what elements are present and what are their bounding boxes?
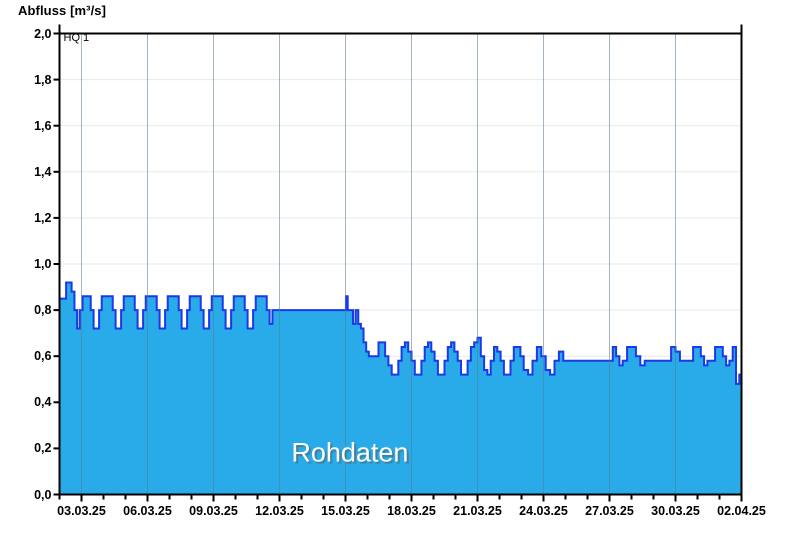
x-axis-tick-label: 15.03.25 <box>321 503 370 518</box>
y-axis-tick-label: 1,4 <box>34 164 52 179</box>
y-axis-tick-label: 0,4 <box>34 395 52 410</box>
x-axis-tick-label: 12.03.25 <box>255 503 304 518</box>
series-outline <box>59 281 743 385</box>
y-axis-tick-label: 0,2 <box>34 441 52 456</box>
x-axis-tick-label: 27.03.25 <box>585 503 634 518</box>
y-axis-tick-label: 0,0 <box>34 487 52 502</box>
x-axis-tick-label: 18.03.25 <box>387 503 436 518</box>
x-axis-tick-label: 24.03.25 <box>519 503 568 518</box>
chart-y-axis-title: Abfluss [m³/s] <box>18 3 107 18</box>
y-axis-tick-label: 1,0 <box>34 257 52 271</box>
y-axis-tick-label: 1,6 <box>34 118 52 133</box>
series-area-fill <box>59 282 742 495</box>
y-axis-tick-label: 0,8 <box>34 303 52 318</box>
x-axis-tick-label: 30.03.25 <box>651 503 700 518</box>
x-axis-tick-label: 03.03.25 <box>57 503 106 518</box>
x-axis-tick-label: 02.04.25 <box>717 503 766 518</box>
y-axis-tick-label: 1,2 <box>34 210 52 225</box>
x-axis-tick-label: 06.03.25 <box>123 503 172 518</box>
y-axis-tick-label: 2,0 <box>34 26 52 41</box>
x-axis-tick-label: 09.03.25 <box>189 503 238 518</box>
threshold-line-label: HQ 1 <box>63 31 90 44</box>
x-axis-tick-label: 21.03.25 <box>453 503 502 518</box>
y-axis-tick-label: 1,8 <box>34 72 52 87</box>
y-axis-tick-label: 0,6 <box>34 349 52 364</box>
